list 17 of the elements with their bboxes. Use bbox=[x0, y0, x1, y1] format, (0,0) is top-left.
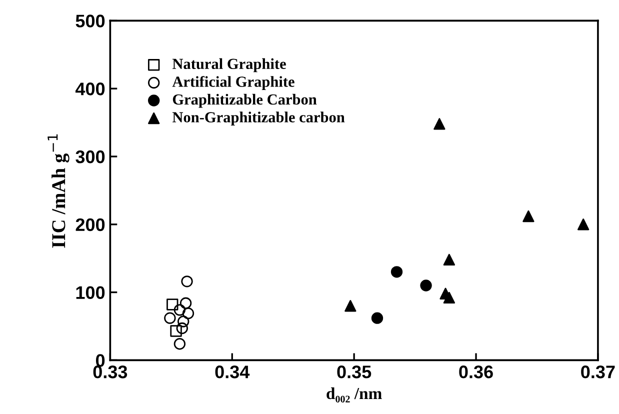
x-tick-label: 0.36 bbox=[459, 366, 493, 378]
y-tick-label: 300 bbox=[76, 150, 105, 164]
legend-label: Non-Graphitizable carbon bbox=[172, 112, 345, 126]
legend-label: Artificial Graphite bbox=[172, 76, 294, 90]
y-tick-label: 500 bbox=[76, 14, 105, 28]
y-tick-label: 0 bbox=[96, 354, 105, 367]
y-tick-label: 200 bbox=[76, 218, 105, 232]
y-tick-label: 400 bbox=[75, 82, 105, 96]
y-axis-title: IIC /mAh g$^{−1}$ bbox=[48, 134, 70, 248]
legend-label: Graphitizable Carbon bbox=[172, 94, 317, 108]
x-tick-label: 0.35 bbox=[337, 366, 372, 378]
x-tick-label: 0.33 bbox=[93, 366, 128, 378]
y-tick-label: 100 bbox=[76, 286, 105, 300]
x-axis-title: d₀₀₂ /nm bbox=[326, 387, 382, 402]
x-tick-label: 0.34 bbox=[215, 366, 250, 378]
legend-label: Natural Graphite bbox=[172, 58, 286, 72]
x-tick-label: 0.37 bbox=[581, 366, 615, 378]
